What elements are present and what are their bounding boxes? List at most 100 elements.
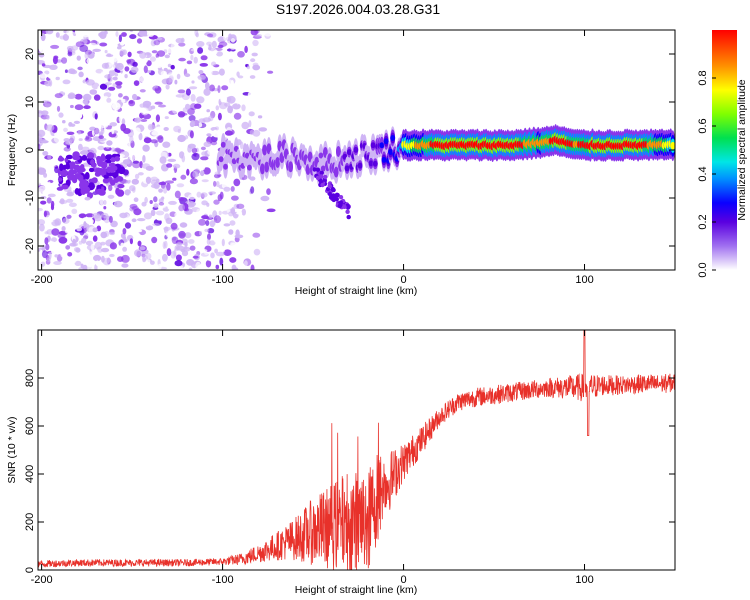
- heatmap-cell: [164, 240, 168, 249]
- heatmap-cell: [223, 62, 230, 66]
- heatmap-cell: [155, 233, 163, 241]
- x-tick-label: -200: [31, 574, 53, 586]
- heatmap-cell: [68, 93, 76, 99]
- heatmap-cell: [195, 160, 200, 166]
- heatmap-cell: [88, 42, 97, 48]
- heatmap-cell: [214, 78, 221, 84]
- heatmap-cell: [164, 116, 169, 120]
- heatmap-cell: [113, 200, 123, 208]
- heatmap-cell: [235, 171, 240, 179]
- heatmap-cell: [205, 260, 212, 268]
- heatmap-cell: [116, 62, 124, 71]
- heatmap-cell: [62, 217, 70, 224]
- heatmap-cell: [86, 153, 95, 159]
- heatmap-cell: [100, 123, 109, 129]
- heatmap-cell: [249, 176, 256, 181]
- heatmap-cell: [195, 261, 202, 270]
- heatmap-cell: [220, 95, 228, 104]
- heatmap-cell: [216, 251, 225, 257]
- heatmap-cell: [260, 195, 270, 202]
- heatmap-cell: [152, 223, 161, 227]
- heatmap-cell: [107, 63, 116, 71]
- heatmap-cell: [59, 85, 68, 91]
- heatmap-cell: [175, 94, 185, 98]
- heatmap-cell: [227, 105, 234, 114]
- heatmap-cell: [213, 215, 222, 224]
- heatmap-cell: [38, 137, 43, 142]
- heatmap-cell: [198, 218, 206, 226]
- heatmap-cell: [211, 144, 218, 150]
- heatmap-cell: [183, 246, 191, 252]
- heatmap-cell: [323, 174, 328, 180]
- heatmap-cell: [77, 66, 83, 71]
- heatmap-cell: [121, 98, 126, 103]
- heatmap-cell: [150, 260, 155, 265]
- heatmap-cell: [252, 232, 261, 238]
- heatmap-cell: [115, 31, 119, 37]
- heatmap-cell: [227, 95, 236, 104]
- heatmap-cell: [218, 210, 222, 216]
- heatmap-cell: [258, 226, 262, 231]
- heatmap-cell: [58, 112, 64, 118]
- heatmap-cell: [174, 190, 181, 199]
- heatmap-cell: [110, 220, 118, 228]
- heatmap-cell: [43, 210, 48, 218]
- heatmap-cell: [176, 183, 185, 188]
- heatmap-cell: [138, 132, 143, 141]
- heatmap-cell: [157, 263, 162, 270]
- heatmap-cell: [104, 74, 113, 79]
- heatmap-cell: [50, 44, 60, 49]
- heatmap-cell: [167, 63, 172, 68]
- heatmap-cell: [153, 39, 161, 46]
- heatmap-cell: [172, 177, 177, 181]
- heatmap-cell: [84, 172, 90, 180]
- heatmap-cell: [237, 51, 245, 58]
- heatmap-cell: [66, 261, 71, 267]
- heatmap-cell: [260, 165, 265, 172]
- heatmap-cell: [83, 221, 87, 229]
- heatmap-cell: [149, 200, 153, 204]
- heatmap-cell: [136, 218, 146, 222]
- heatmap-cell: [90, 159, 95, 166]
- heatmap-cell: [178, 230, 186, 239]
- heatmap-cell: [172, 107, 178, 114]
- colorbar-tick-label: 0.2: [697, 214, 709, 229]
- heatmap-cell: [129, 238, 133, 245]
- heatmap-cell: [61, 226, 66, 232]
- heatmap-cell: [53, 261, 62, 265]
- heatmap-cell: [142, 94, 150, 101]
- heatmap-cell: [203, 88, 211, 96]
- heatmap-cell: [61, 121, 68, 130]
- heatmap-cell: [346, 149, 352, 156]
- heatmap-cell: [192, 255, 199, 259]
- heatmap-cell: [189, 178, 198, 185]
- heatmap-cell: [239, 141, 244, 150]
- heatmap-cell: [242, 202, 250, 209]
- heatmap-cell: [201, 239, 205, 243]
- heatmap-cell: [101, 62, 110, 69]
- heatmap-cell: [94, 127, 100, 135]
- heatmap-cell: [93, 254, 102, 262]
- heatmap-cell: [130, 66, 139, 73]
- heatmap-cell: [106, 140, 113, 146]
- heatmap-cell: [288, 163, 293, 170]
- heatmap-cell: [128, 147, 134, 154]
- heatmap-cell: [327, 184, 332, 189]
- heatmap-cell: [117, 183, 125, 189]
- heatmap-cell: [211, 61, 217, 67]
- heatmap-cell: [81, 87, 87, 96]
- heatmap-cell: [69, 114, 76, 119]
- heatmap-cell: [132, 134, 137, 142]
- heatmap-cell: [244, 36, 248, 43]
- heatmap-cell: [229, 72, 233, 77]
- heatmap-cell: [65, 154, 73, 160]
- heatmap-cell: [104, 49, 108, 54]
- heatmap-cell: [45, 214, 53, 221]
- heatmap-cell: [62, 79, 71, 85]
- heatmap-cell: [54, 254, 59, 258]
- heatmap-cell: [67, 252, 73, 257]
- colorbar-tick-label: 0.0: [697, 262, 709, 277]
- heatmap-cell: [66, 131, 75, 135]
- heatmap-cell: [136, 233, 141, 238]
- heatmap-cell: [166, 248, 172, 257]
